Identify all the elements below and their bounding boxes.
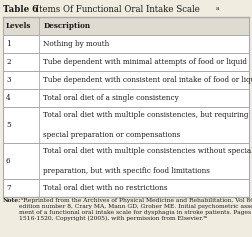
Text: Description: Description — [43, 22, 90, 30]
Text: 7: 7 — [6, 184, 11, 192]
Text: Nothing by mouth: Nothing by mouth — [43, 40, 110, 48]
Text: 5: 5 — [6, 121, 11, 129]
Text: Note:: Note: — [3, 198, 21, 203]
Text: a: a — [216, 6, 219, 11]
Bar — [3, 17, 249, 35]
Text: Table 6: Table 6 — [3, 5, 38, 14]
Text: special preparation or compensations: special preparation or compensations — [43, 131, 181, 139]
Text: 4: 4 — [6, 94, 11, 102]
Text: Tube dependent with minimal attempts of food or liquid: Tube dependent with minimal attempts of … — [43, 58, 247, 66]
Bar — [3, 107, 249, 143]
Text: Levels: Levels — [6, 22, 32, 30]
Text: 3: 3 — [6, 76, 11, 84]
Text: 6: 6 — [6, 157, 11, 165]
Text: 2: 2 — [6, 58, 11, 66]
Text: Total oral diet of a single consistency: Total oral diet of a single consistency — [43, 94, 179, 102]
Text: Total oral diet with multiple consistencies, but requiring: Total oral diet with multiple consistenc… — [43, 111, 249, 119]
Text: preparation, but with specific food limitations: preparation, but with specific food limi… — [43, 167, 210, 175]
Text: 1: 1 — [6, 40, 11, 48]
Text: Total oral diet with no restrictions: Total oral diet with no restrictions — [43, 184, 168, 192]
Bar — [3, 71, 249, 89]
Text: ᵃReprinted from the Archives of Physical Medicine and Rehabilitation, Vol 86/
ed: ᵃReprinted from the Archives of Physical… — [19, 198, 252, 221]
Bar — [3, 143, 249, 179]
Bar — [3, 179, 249, 197]
Bar — [3, 53, 249, 71]
Text: Total oral diet with multiple consistencies without special: Total oral diet with multiple consistenc… — [43, 147, 252, 155]
Bar — [3, 35, 249, 53]
Bar — [3, 89, 249, 107]
Text: Items Of Functional Oral Intake Scale: Items Of Functional Oral Intake Scale — [33, 5, 200, 14]
Text: Tube dependent with consistent oral intake of food or liquid: Tube dependent with consistent oral inta… — [43, 76, 252, 84]
